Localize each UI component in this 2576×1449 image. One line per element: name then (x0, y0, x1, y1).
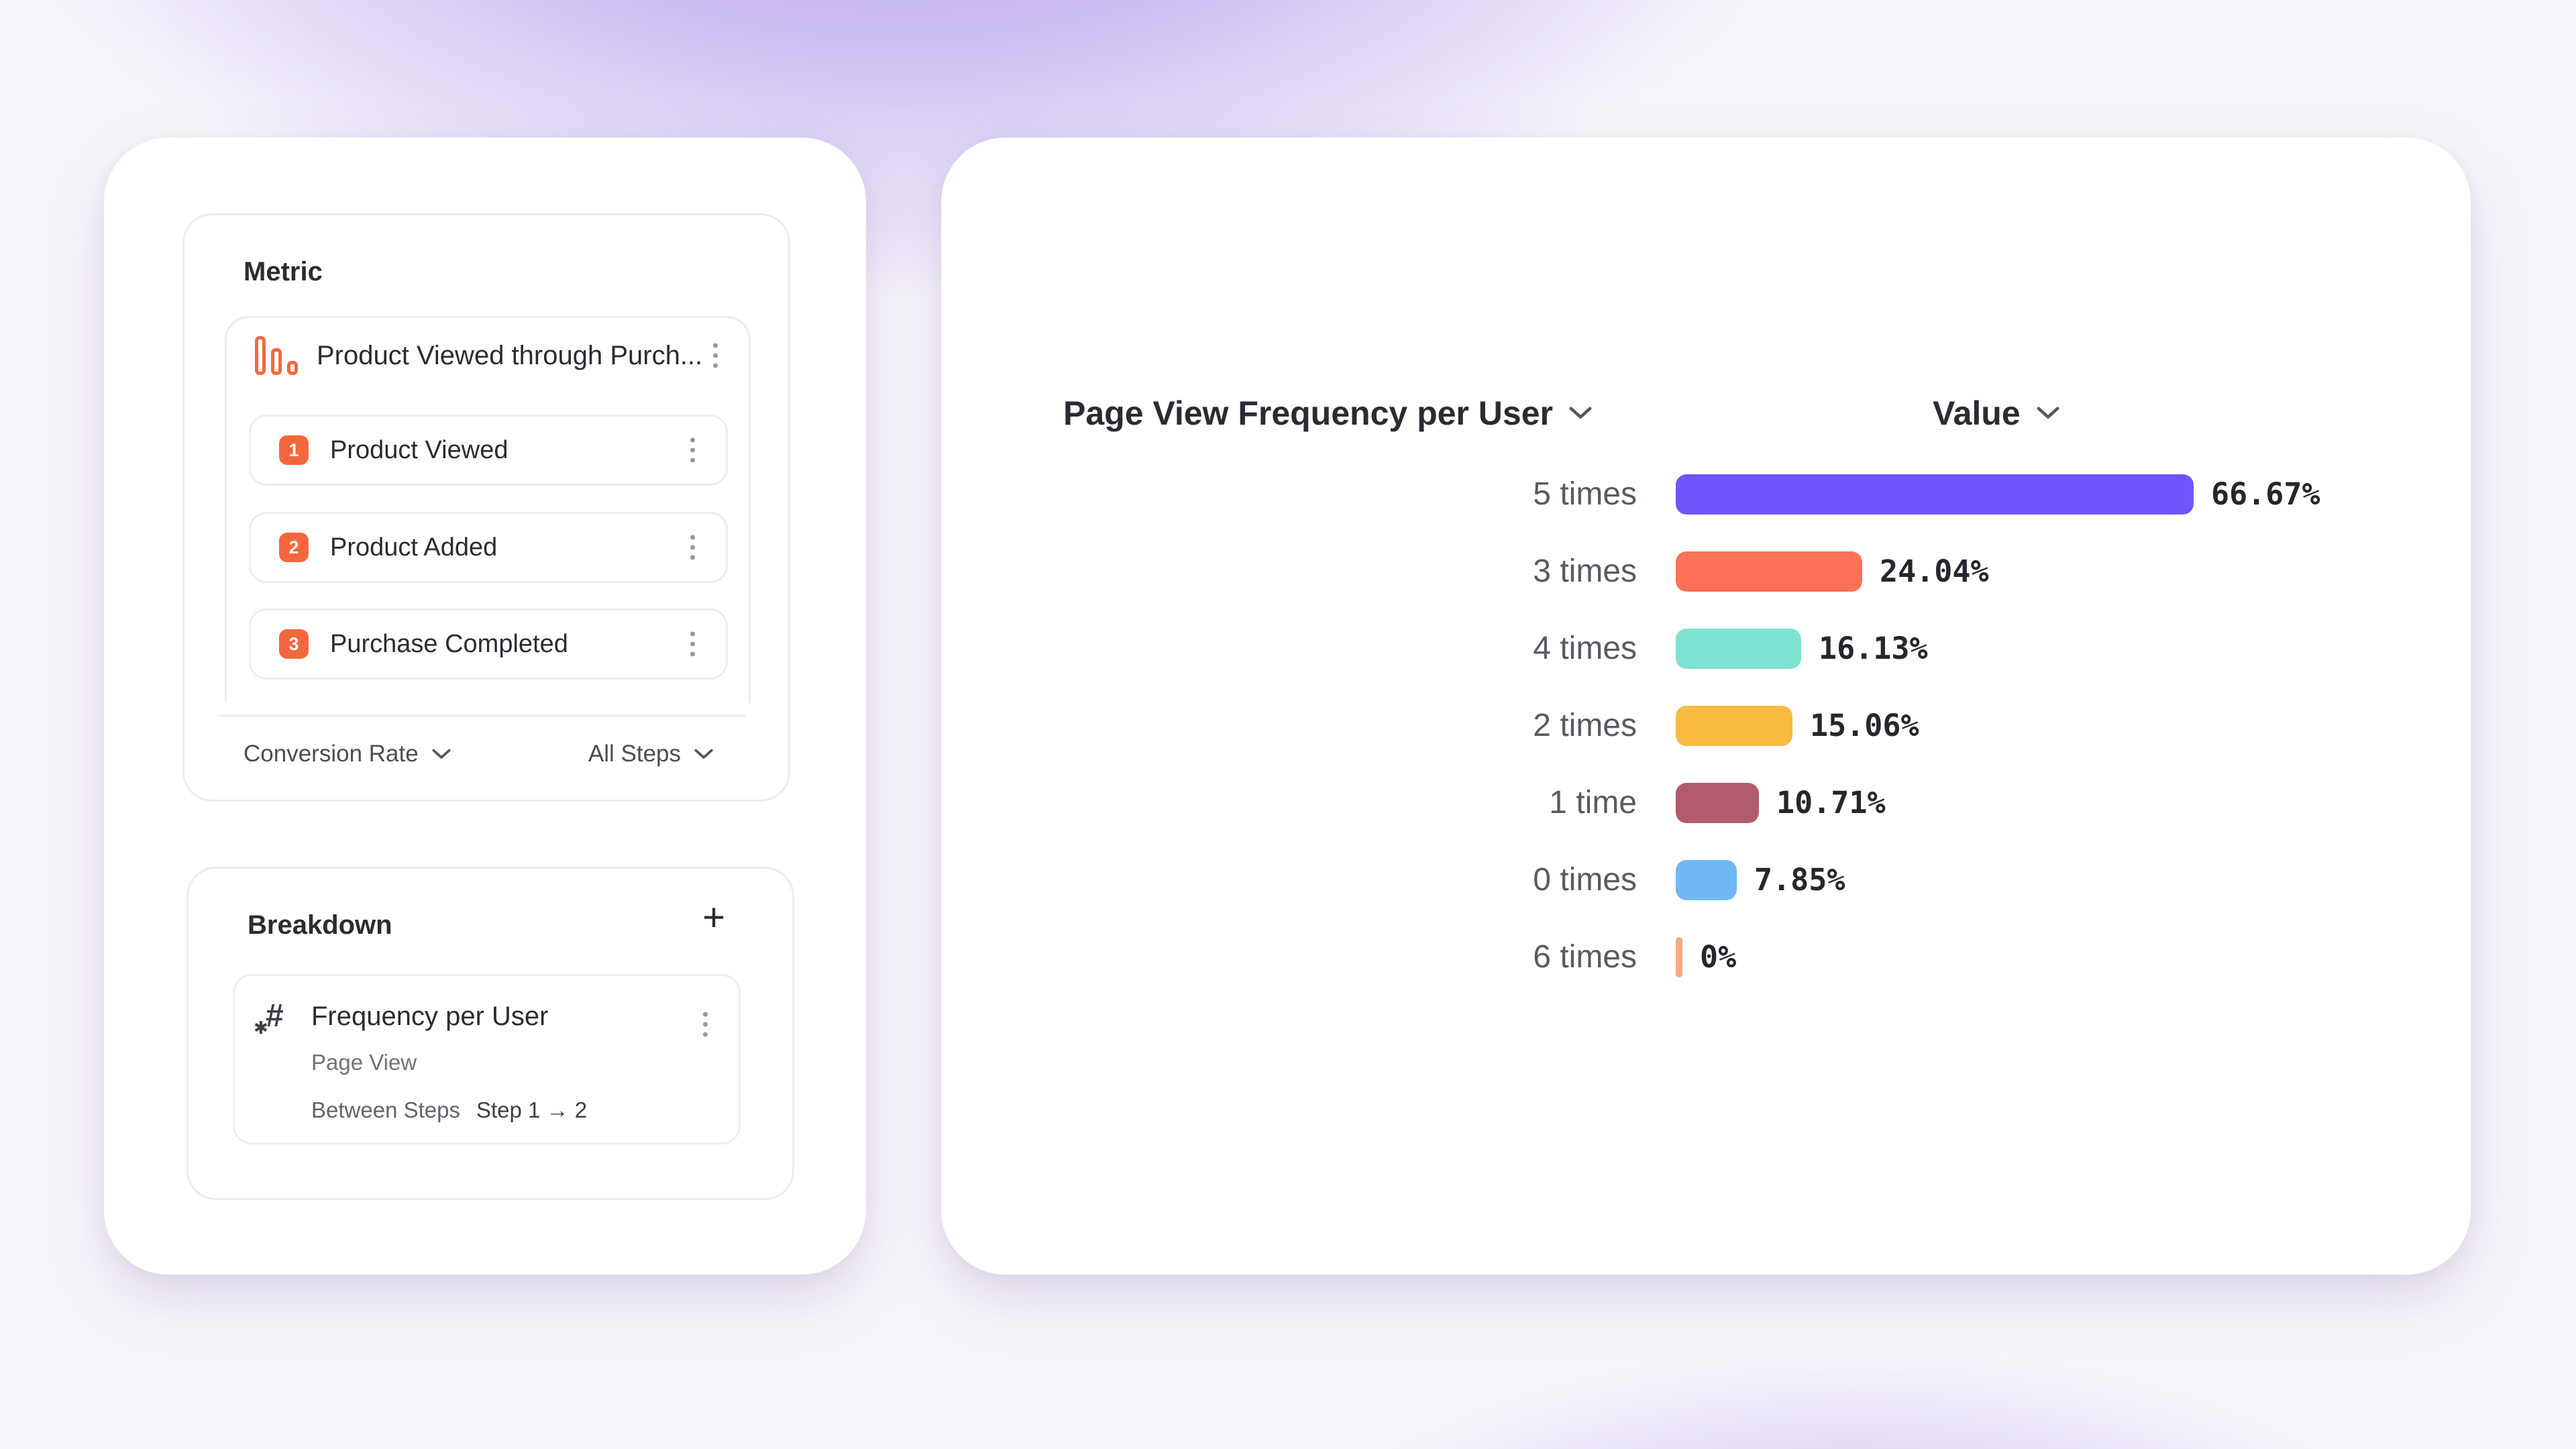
step-2-badge: 2 (279, 533, 309, 562)
chart-row: 1 time 10.71% (941, 764, 2471, 841)
step-2-label: Product Added (330, 533, 498, 561)
add-breakdown-button[interactable]: + (702, 896, 725, 939)
row-category-label: 2 times (1533, 708, 1637, 743)
step-1-label: Product Viewed (330, 435, 508, 464)
step-3-label: Purchase Completed (330, 629, 568, 658)
breakdown-kebab-menu-icon[interactable] (699, 1008, 712, 1041)
dimension-header-dropdown[interactable]: Page View Frequency per User (1063, 394, 1592, 433)
number-property-icon: # ✱ (254, 998, 284, 1038)
row-category-label: 5 times (1533, 476, 1637, 512)
step-3-kebab-menu-icon[interactable] (686, 628, 699, 661)
row-category-label: 4 times (1533, 631, 1637, 666)
step-3-badge: 3 (279, 629, 309, 659)
breakdown-panel: Breakdown + # ✱ Frequency per User Page V… (186, 867, 794, 1200)
breakdown-item-title: Frequency per User (311, 1002, 549, 1031)
metric-panel-divider (217, 714, 747, 717)
funnel-step-2[interactable]: 2 Product Added (249, 512, 728, 583)
metric-panel-title: Metric (244, 257, 323, 286)
funnel-name: Product Viewed through Purch... (317, 340, 703, 370)
breakdown-item[interactable]: # ✱ Frequency per User Page View Between … (233, 974, 741, 1144)
funnel-step-1[interactable]: 1 Product Viewed (249, 415, 728, 486)
bar-3-times[interactable] (1676, 551, 1862, 592)
bar-value-label: 7.85% (1754, 862, 1845, 898)
chevron-down-icon (2037, 407, 2059, 420)
chart-rows: 5 times 66.67% 3 times 24.04% 4 times 16.13% 2… (941, 455, 2471, 996)
bar-value-label: 24.04% (1880, 553, 1989, 589)
value-header-dropdown[interactable]: Value (1933, 394, 2059, 433)
bar-value-label: 66.67% (2211, 476, 2320, 512)
query-builder-card: Metric Product Viewed through Purch... 1… (104, 138, 866, 1275)
bar-value-label: 16.13% (1819, 631, 1928, 666)
step-1-kebab-menu-icon[interactable] (686, 434, 699, 467)
row-category-label: 6 times (1533, 939, 1637, 975)
funnel-card[interactable]: Product Viewed through Purch... 1 Produc… (225, 316, 751, 703)
breakdown-item-event: Page View (311, 1050, 417, 1075)
all-steps-dropdown[interactable]: All Steps (588, 741, 713, 767)
conversion-rate-dropdown-label: Conversion Rate (244, 741, 419, 767)
bar-value-label: 10.71% (1776, 785, 1886, 820)
chart-row: 6 times 0% (941, 918, 2471, 996)
funnel-step-3[interactable]: 3 Purchase Completed (249, 608, 728, 680)
step-1-badge: 1 (279, 435, 309, 465)
bar-5-times[interactable] (1676, 474, 2194, 515)
chevron-down-icon (694, 749, 713, 760)
funnel-header[interactable]: Product Viewed through Purch... (227, 318, 749, 393)
dimension-header-label: Page View Frequency per User (1063, 394, 1553, 432)
bar-2-times[interactable] (1676, 705, 1792, 746)
bar-1-time[interactable] (1676, 782, 1759, 823)
chart-row: 3 times 24.04% (941, 533, 2471, 610)
chevron-down-icon (1569, 407, 1592, 420)
metric-panel: Metric Product Viewed through Purch... 1… (182, 213, 790, 802)
chart-row: 4 times 16.13% (941, 610, 2471, 687)
row-category-label: 0 times (1533, 862, 1637, 898)
chart-row: 5 times 66.67% (941, 455, 2471, 533)
conversion-rate-dropdown[interactable]: Conversion Rate (244, 741, 451, 767)
bar-value-label: 0% (1700, 939, 1737, 975)
funnel-chart-icon (255, 336, 298, 375)
chart-row: 0 times 7.85% (941, 841, 2471, 918)
step-2-kebab-menu-icon[interactable] (686, 531, 699, 564)
chart-row: 2 times 15.06% (941, 687, 2471, 764)
all-steps-dropdown-label: All Steps (588, 741, 681, 767)
bar-4-times[interactable] (1676, 628, 1801, 669)
chart-card: Page View Frequency per User Value 5 tim… (941, 138, 2471, 1275)
between-steps-value[interactable]: Step 1 → 2 (476, 1097, 588, 1122)
value-header-label: Value (1933, 394, 2021, 432)
row-category-label: 3 times (1533, 553, 1637, 589)
breakdown-panel-title: Breakdown (248, 910, 392, 940)
funnel-card-clip: Product Viewed through Purch... 1 Produc… (225, 316, 751, 703)
bar-0-times[interactable] (1676, 859, 1737, 900)
bar-value-label: 15.06% (1810, 708, 1919, 743)
chevron-down-icon (432, 749, 451, 760)
funnel-kebab-menu-icon[interactable] (709, 339, 722, 372)
row-category-label: 1 time (1549, 785, 1637, 820)
between-steps-label: Between Steps (311, 1097, 460, 1122)
bar-6-times[interactable] (1676, 936, 1682, 977)
